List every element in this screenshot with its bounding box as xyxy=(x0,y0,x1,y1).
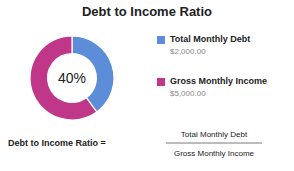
donut xyxy=(30,36,114,120)
legend-swatch xyxy=(157,78,165,86)
fraction-bar xyxy=(166,143,262,144)
formula-numerator: Total Monthly Debt xyxy=(181,130,248,139)
legend-sublabel: $2,000.00 xyxy=(170,47,206,56)
formula-left: Debt to Income Ratio = xyxy=(8,138,106,148)
slice xyxy=(30,36,97,120)
title: Debt to Income Ratio xyxy=(82,4,212,19)
formula-denominator: Gross Monthly Income xyxy=(174,149,255,158)
legend: Total Monthly Debt $2,000.00 Gross Monthly… xyxy=(157,34,267,98)
legend-swatch xyxy=(157,36,165,44)
legend-label: Total Monthly Debt xyxy=(170,34,250,44)
chart: Debt to Income Ratio 40% Total Monthly Deb… xyxy=(0,0,294,171)
legend-sublabel: $5,000.00 xyxy=(170,89,206,98)
center-label: 40% xyxy=(58,70,86,86)
legend-label: Gross Monthly Income xyxy=(170,76,267,86)
